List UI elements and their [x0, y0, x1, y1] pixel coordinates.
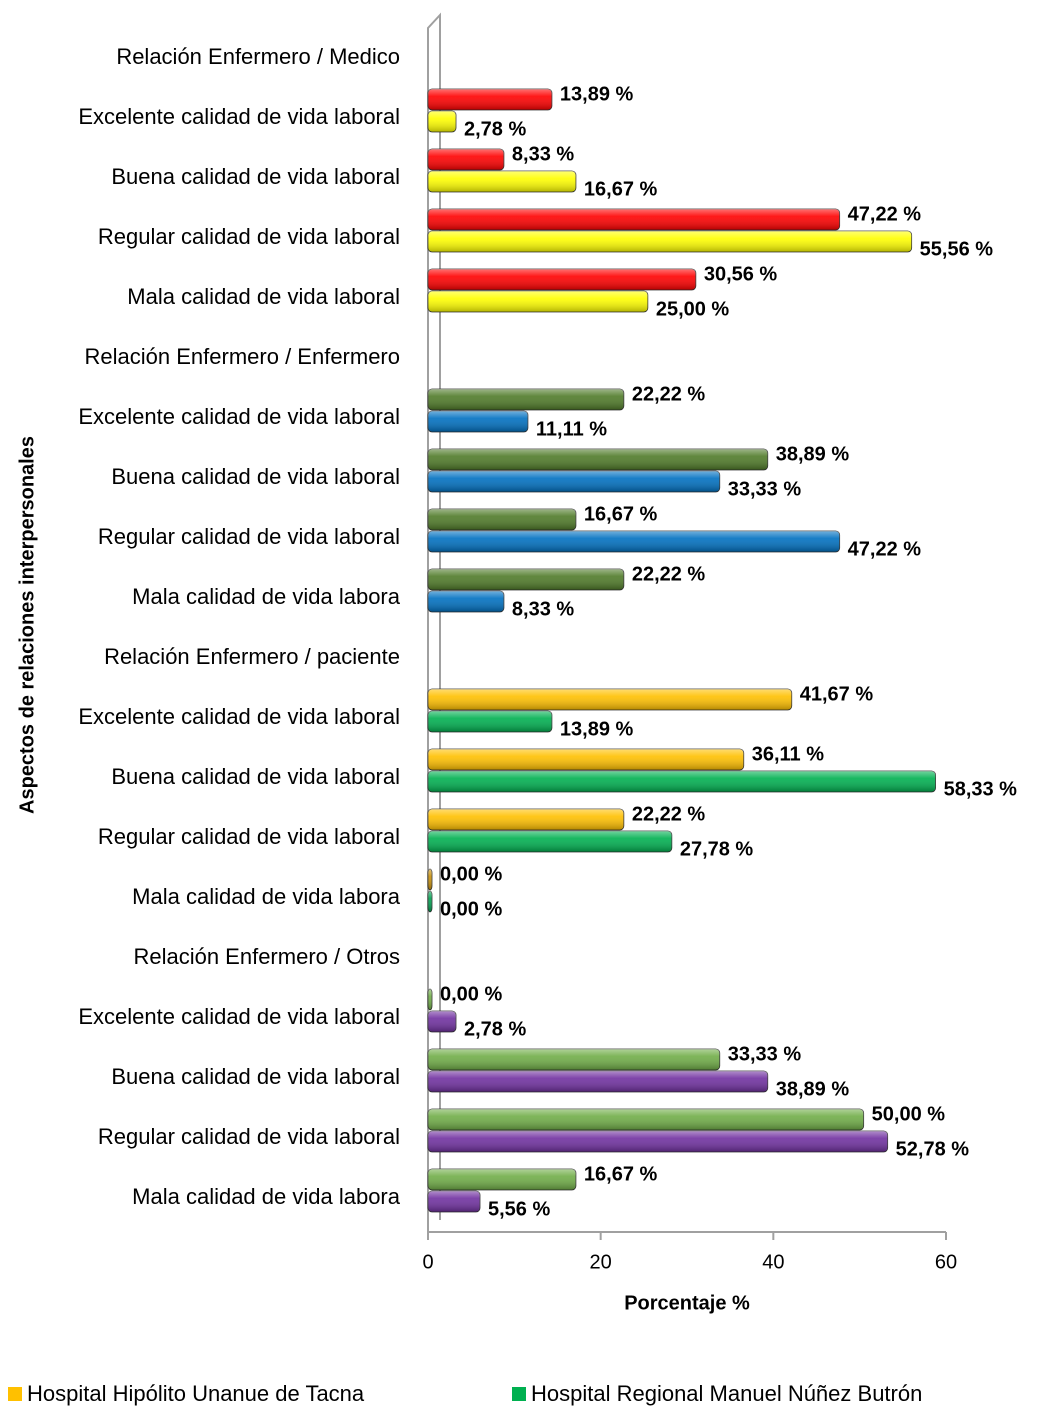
value-label: 41,67 % [800, 683, 874, 705]
bar-shine [428, 1191, 481, 1212]
bar-shine [428, 449, 768, 470]
value-label: 8,33 % [512, 143, 574, 165]
value-label: 16,67 % [584, 1163, 658, 1185]
value-label: 16,67 % [584, 503, 658, 525]
value-label: 30,56 % [704, 263, 778, 285]
bar-shine [428, 689, 792, 710]
x-tick-label: 20 [590, 1251, 612, 1273]
x-tick-label: 40 [762, 1251, 784, 1273]
category-label: Relación Enfermero / Medico [116, 44, 400, 69]
bar-shine [428, 831, 672, 852]
category-label: Mala calidad de vida labora [132, 884, 401, 909]
value-label: 13,89 % [560, 83, 634, 105]
y-axis-title: Aspectos de relaciones interpersonales [16, 436, 38, 814]
legend-swatch [512, 1387, 526, 1401]
category-label: Excelente calidad de vida laboral [78, 1004, 400, 1029]
bar-shine [428, 291, 648, 312]
value-label: 0,00 % [440, 983, 502, 1005]
bar-shine [428, 531, 840, 552]
bar-shine [428, 989, 432, 1010]
bar-shine [428, 869, 432, 890]
legend-label: Hospital Regional Manuel Núñez Butrón [531, 1381, 922, 1406]
value-label: 47,22 % [848, 203, 922, 225]
category-label: Mala calidad de vida labora [132, 1184, 401, 1209]
category-label: Excelente calidad de vida laboral [78, 404, 400, 429]
category-label: Relación Enfermero / Otros [133, 944, 400, 969]
value-label: 22,22 % [632, 383, 706, 405]
value-label: 33,33 % [728, 478, 802, 500]
category-label: Mala calidad de vida laboral [127, 284, 400, 309]
bar-shine [428, 749, 744, 770]
x-tick-label: 60 [935, 1251, 957, 1273]
bar-shine [428, 1071, 768, 1092]
value-label: 33,33 % [728, 1043, 802, 1065]
bar-shine [428, 891, 432, 912]
bar-shine [428, 411, 528, 432]
category-label: Buena calidad de vida laboral [111, 764, 400, 789]
category-label: Regular calidad de vida laboral [98, 824, 400, 849]
back-wall [427, 12, 441, 1232]
bar-shine [428, 771, 936, 792]
value-label: 2,78 % [464, 118, 526, 140]
value-label: 22,22 % [632, 803, 706, 825]
bar-shine [428, 149, 504, 170]
value-label: 22,22 % [632, 563, 706, 585]
category-label: Regular calidad de vida laboral [98, 524, 400, 549]
legend-label: Hospital Hipólito Unanue de Tacna [27, 1381, 365, 1406]
value-label: 47,22 % [848, 538, 922, 560]
value-label: 8,33 % [512, 598, 574, 620]
value-label: 16,67 % [584, 178, 658, 200]
bar-shine [428, 569, 624, 590]
bar-shine [428, 711, 552, 732]
category-label: Mala calidad de vida labora [132, 584, 401, 609]
bar-shine [428, 1131, 888, 1152]
category-label: Relación Enfermero / paciente [104, 644, 400, 669]
bar-shine [428, 231, 912, 252]
bar-shine [428, 389, 624, 410]
value-label: 0,00 % [440, 863, 502, 885]
value-label: 11,11 % [536, 418, 607, 440]
category-label: Excelente calidad de vida laboral [78, 704, 400, 729]
value-label: 38,89 % [776, 443, 850, 465]
category-label: Relación Enfermero / Enfermero [85, 344, 400, 369]
bar-shine [428, 591, 504, 612]
value-label: 13,89 % [560, 718, 634, 740]
value-label: 52,78 % [896, 1138, 970, 1160]
value-label: 36,11 % [752, 743, 825, 765]
bar-shine [428, 111, 457, 132]
legend-swatch [8, 1387, 22, 1401]
category-label: Buena calidad de vida laboral [111, 164, 400, 189]
bar-shine [428, 89, 552, 110]
bar-shine [428, 171, 576, 192]
category-label: Buena calidad de vida laboral [111, 464, 400, 489]
value-label: 5,56 % [488, 1198, 550, 1220]
value-label: 25,00 % [656, 298, 730, 320]
bar-shine [428, 1011, 457, 1032]
category-label: Regular calidad de vida laboral [98, 1124, 400, 1149]
value-label: 55,56 % [920, 238, 994, 260]
value-label: 0,00 % [440, 898, 502, 920]
bar-shine [428, 269, 696, 290]
category-label: Regular calidad de vida laboral [98, 224, 400, 249]
category-label: Buena calidad de vida laboral [111, 1064, 400, 1089]
value-label: 2,78 % [464, 1018, 526, 1040]
x-tick-label: 0 [422, 1251, 433, 1273]
value-label: 50,00 % [872, 1103, 946, 1125]
value-label: 27,78 % [680, 838, 754, 860]
category-label: Excelente calidad de vida laboral [78, 104, 400, 129]
bar-shine [428, 1169, 576, 1190]
bar-shine [428, 209, 840, 230]
bar-shine [428, 509, 576, 530]
value-label: 38,89 % [776, 1078, 850, 1100]
x-axis-title: Porcentaje % [624, 1292, 750, 1314]
bar-shine [428, 1049, 720, 1070]
value-label: 58,33 % [944, 778, 1018, 800]
bar-shine [428, 809, 624, 830]
bar-shine [428, 471, 720, 492]
bar-shine [428, 1109, 864, 1130]
